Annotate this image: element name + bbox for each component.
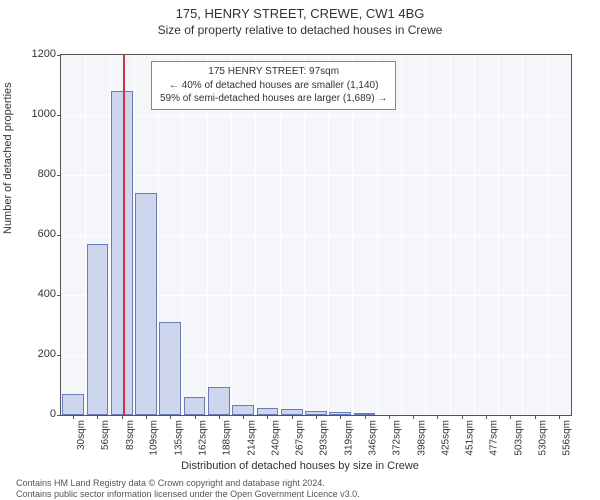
- gridline-h: [61, 175, 571, 176]
- plot-area: 175 HENRY STREET: 97sqm← 40% of detached…: [60, 54, 572, 416]
- gridline-v: [401, 55, 402, 415]
- gridline-v: [474, 55, 475, 415]
- xtick-label: 477sqm: [489, 420, 500, 456]
- chart-subtitle: Size of property relative to detached ho…: [0, 21, 600, 37]
- xtick-mark: [243, 415, 244, 419]
- xtick-label: 30sqm: [76, 420, 87, 450]
- xtick-label: 135sqm: [173, 420, 184, 456]
- xtick-label: 398sqm: [416, 420, 427, 456]
- xtick-mark: [340, 415, 341, 419]
- ytick-mark: [57, 415, 61, 416]
- xtick-mark: [365, 415, 366, 419]
- xtick-mark: [486, 415, 487, 419]
- xtick-mark: [73, 415, 74, 419]
- histogram-bar: [208, 387, 230, 416]
- histogram-bar: [257, 408, 279, 416]
- ytick-mark: [57, 55, 61, 56]
- annotation-box: 175 HENRY STREET: 97sqm← 40% of detached…: [151, 61, 396, 110]
- histogram-bar: [159, 322, 181, 415]
- xtick-label: 503sqm: [513, 420, 524, 456]
- histogram-bar: [135, 193, 157, 415]
- footer-line: Contains public sector information licen…: [16, 489, 360, 500]
- xtick-label: 530sqm: [538, 420, 549, 456]
- footer-line: Contains HM Land Registry data © Crown c…: [16, 478, 360, 489]
- gridline-h: [61, 115, 571, 116]
- ytick-label: 1000: [16, 108, 56, 120]
- xtick-mark: [292, 415, 293, 419]
- page-title: 175, HENRY STREET, CREWE, CW1 4BG: [0, 0, 600, 21]
- xtick-mark: [413, 415, 414, 419]
- xtick-label: 188sqm: [222, 420, 233, 456]
- gridline-v: [450, 55, 451, 415]
- xtick-mark: [122, 415, 123, 419]
- xtick-label: 425sqm: [440, 420, 451, 456]
- xtick-mark: [437, 415, 438, 419]
- xtick-mark: [267, 415, 268, 419]
- ytick-mark: [57, 115, 61, 116]
- ytick-mark: [57, 295, 61, 296]
- annotation-line: ← 40% of detached houses are smaller (1,…: [160, 79, 387, 93]
- xtick-label: 162sqm: [198, 420, 209, 456]
- xtick-label: 214sqm: [246, 420, 257, 456]
- histogram-bar: [87, 244, 109, 415]
- ytick-label: 1200: [16, 48, 56, 60]
- xtick-mark: [170, 415, 171, 419]
- xtick-label: 293sqm: [319, 420, 330, 456]
- x-axis-label: Distribution of detached houses by size …: [0, 460, 600, 472]
- gridline-v: [498, 55, 499, 415]
- xtick-mark: [462, 415, 463, 419]
- xtick-mark: [146, 415, 147, 419]
- gridline-v: [547, 55, 548, 415]
- xtick-mark: [219, 415, 220, 419]
- gridline-v: [425, 55, 426, 415]
- ytick-mark: [57, 235, 61, 236]
- histogram-bar: [232, 405, 254, 416]
- xtick-label: 267sqm: [295, 420, 306, 456]
- xtick-label: 372sqm: [392, 420, 403, 456]
- xtick-mark: [195, 415, 196, 419]
- xtick-label: 56sqm: [100, 420, 111, 450]
- xtick-mark: [97, 415, 98, 419]
- gridline-v: [522, 55, 523, 415]
- xtick-label: 319sqm: [343, 420, 354, 456]
- histogram-bar: [62, 394, 84, 415]
- xtick-label: 83sqm: [125, 420, 136, 450]
- xtick-label: 240sqm: [270, 420, 281, 456]
- xtick-mark: [510, 415, 511, 419]
- attribution-footer: Contains HM Land Registry data © Crown c…: [16, 478, 360, 500]
- ytick-label: 200: [16, 348, 56, 360]
- xtick-mark: [535, 415, 536, 419]
- property-marker-line: [123, 55, 125, 415]
- xtick-label: 556sqm: [562, 420, 573, 456]
- ytick-mark: [57, 175, 61, 176]
- xtick-label: 346sqm: [368, 420, 379, 456]
- ytick-mark: [57, 355, 61, 356]
- xtick-label: 451sqm: [465, 420, 476, 456]
- y-axis-label: Number of detached properties: [2, 82, 14, 234]
- histogram-bar: [184, 397, 206, 415]
- ytick-label: 800: [16, 168, 56, 180]
- ytick-label: 600: [16, 228, 56, 240]
- ytick-label: 0: [16, 408, 56, 420]
- annotation-line: 175 HENRY STREET: 97sqm: [160, 65, 387, 79]
- xtick-label: 109sqm: [149, 420, 160, 456]
- xtick-mark: [559, 415, 560, 419]
- xtick-mark: [316, 415, 317, 419]
- histogram-bar: [111, 91, 133, 415]
- ytick-label: 400: [16, 288, 56, 300]
- xtick-mark: [389, 415, 390, 419]
- annotation-line: 59% of semi-detached houses are larger (…: [160, 92, 387, 106]
